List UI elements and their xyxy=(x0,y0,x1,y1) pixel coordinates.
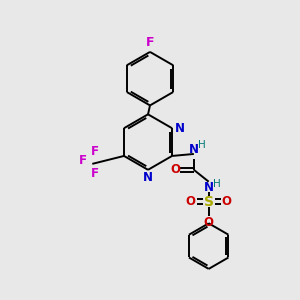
Text: N: N xyxy=(189,142,199,155)
Text: O: O xyxy=(170,163,180,176)
Text: H: H xyxy=(198,140,206,150)
Text: N: N xyxy=(204,181,214,194)
Text: N: N xyxy=(143,171,153,184)
Text: O: O xyxy=(204,216,214,229)
Text: F: F xyxy=(146,37,154,50)
Text: F: F xyxy=(91,146,99,158)
Text: S: S xyxy=(204,194,214,208)
Text: O: O xyxy=(186,195,196,208)
Text: O: O xyxy=(221,195,232,208)
Text: F: F xyxy=(78,154,86,167)
Text: H: H xyxy=(213,179,220,189)
Text: N: N xyxy=(175,122,185,135)
Text: F: F xyxy=(91,167,99,180)
